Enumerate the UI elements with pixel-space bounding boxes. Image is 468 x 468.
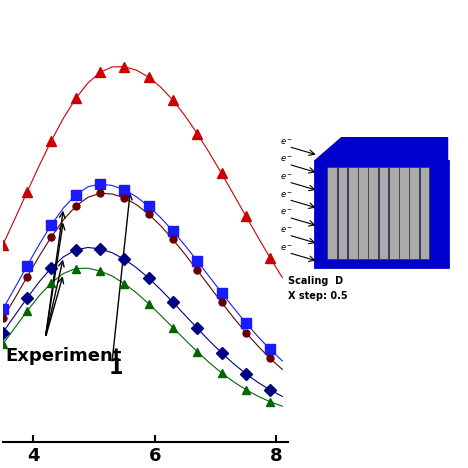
Text: $e^-$: $e^-$ <box>279 173 292 182</box>
Text: Scaling  D: Scaling D <box>288 277 344 286</box>
Text: $e^-$: $e^-$ <box>279 137 292 147</box>
Text: $e^-$: $e^-$ <box>279 208 292 218</box>
Bar <box>327 167 337 259</box>
Text: $e^-$: $e^-$ <box>279 190 292 200</box>
Text: 1: 1 <box>109 358 124 379</box>
Text: $e^-$: $e^-$ <box>279 226 292 235</box>
Bar <box>410 167 419 259</box>
Bar <box>379 167 388 259</box>
Polygon shape <box>315 138 447 161</box>
Text: X step: 0.5: X step: 0.5 <box>288 291 348 300</box>
Bar <box>389 167 399 259</box>
FancyBboxPatch shape <box>315 161 447 267</box>
Bar <box>358 167 368 259</box>
Text: Experiment: Experiment <box>6 347 122 365</box>
Text: $e^-$: $e^-$ <box>279 243 292 253</box>
Bar <box>337 167 347 259</box>
Bar <box>420 167 429 259</box>
Text: $e^-$: $e^-$ <box>279 155 292 164</box>
Bar <box>368 167 378 259</box>
Bar <box>348 167 358 259</box>
Bar <box>399 167 409 259</box>
